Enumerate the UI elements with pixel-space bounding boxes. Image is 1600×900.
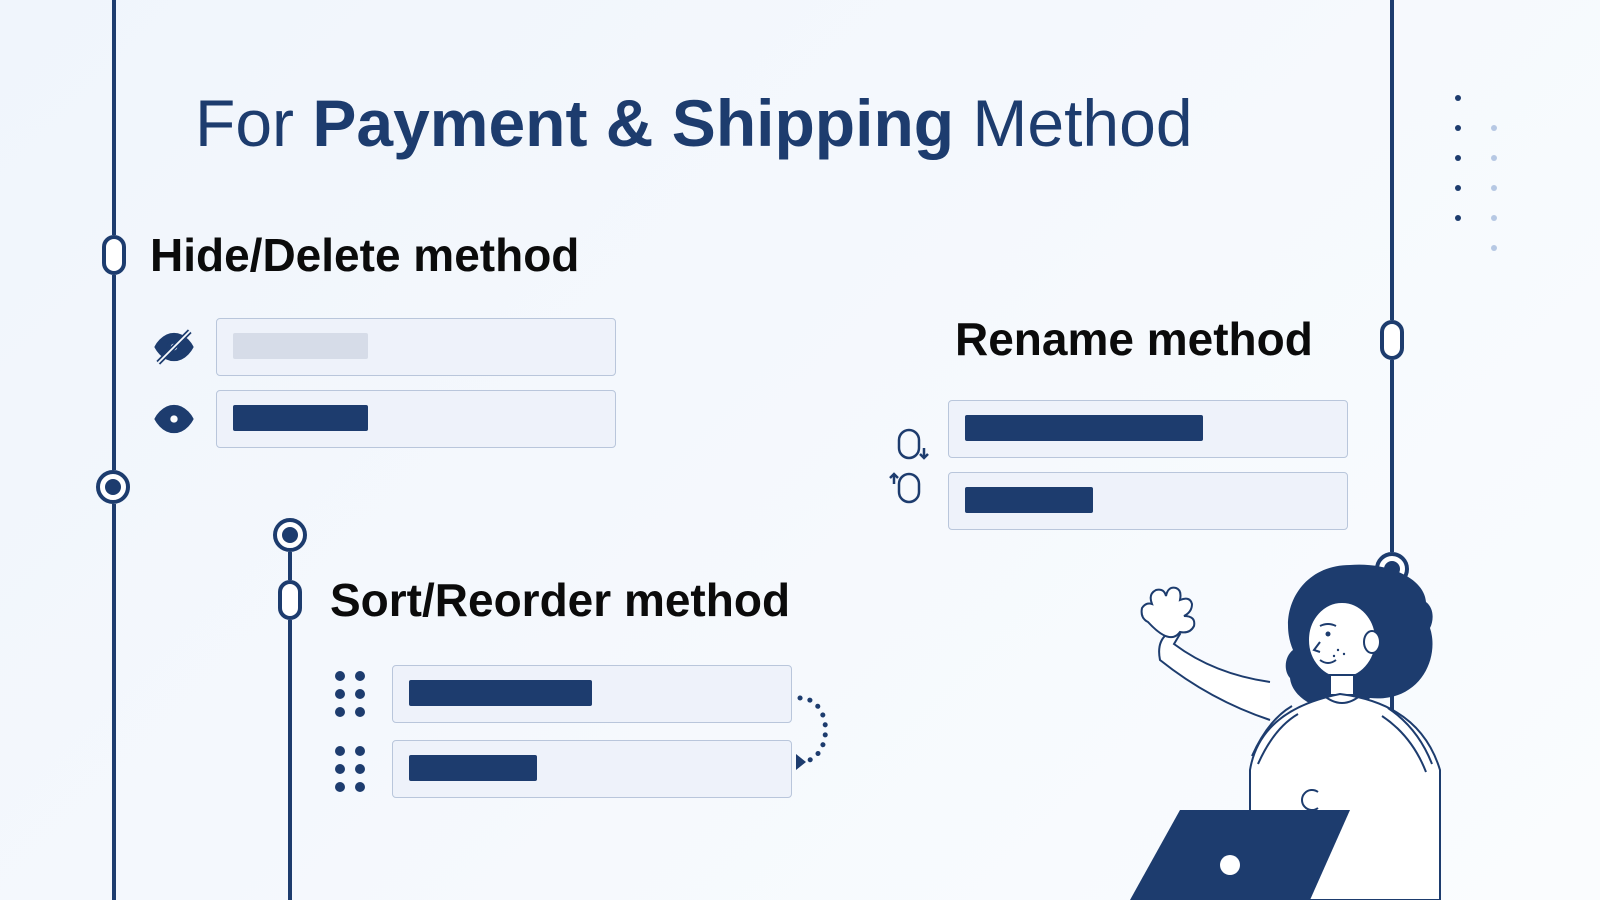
sort-heading: Sort/Reorder method [330,573,790,627]
title-prefix: For [195,86,312,160]
hide-row-2 [152,390,616,448]
drag-icon [328,746,372,792]
timeline-left-dot [96,470,130,504]
decorative-dots [1455,95,1499,253]
timeline-left-seg3 [112,504,116,900]
timeline-mid-dot [273,518,307,552]
reorder-arrow-icon [792,690,842,785]
rename-heading: Rename method [955,312,1313,366]
timeline-mid-seg2 [288,620,292,900]
timeline-mid-seg1 [288,552,292,580]
sort-box-1 [392,665,792,723]
hide-bar-2 [233,405,368,431]
hide-box-1 [216,318,616,376]
rename-box-1 [948,400,1348,458]
timeline-left-seg2 [112,275,116,470]
timeline-right-pill [1380,320,1404,360]
sort-row-1 [328,665,792,723]
eye-icon [152,398,196,440]
timeline-left-pill [102,235,126,275]
sort-bar-1 [409,680,592,706]
swap-icon [888,426,930,511]
rename-row-2 [948,472,1348,530]
hide-heading: Hide/Delete method [150,228,579,282]
sort-box-2 [392,740,792,798]
rename-bar-1 [965,415,1203,441]
person-illustration [1070,530,1490,900]
sort-bar-2 [409,755,537,781]
rename-bar-2 [965,487,1093,513]
timeline-left-seg1 [112,0,116,235]
hide-box-2 [216,390,616,448]
drag-icon [328,671,372,717]
sort-row-2 [328,740,792,798]
rename-box-2 [948,472,1348,530]
timeline-right-seg1 [1390,0,1394,320]
timeline-mid-pill [278,580,302,620]
timeline-right-seg2 [1390,360,1394,552]
hide-row-1 [152,318,616,376]
eye-off-icon [152,326,196,368]
title-suffix: Method [954,86,1192,160]
title-bold: Payment & Shipping [312,86,954,160]
page-title: For Payment & Shipping Method [195,85,1193,161]
rename-row-1 [948,400,1348,458]
hide-bar-1 [233,333,368,359]
